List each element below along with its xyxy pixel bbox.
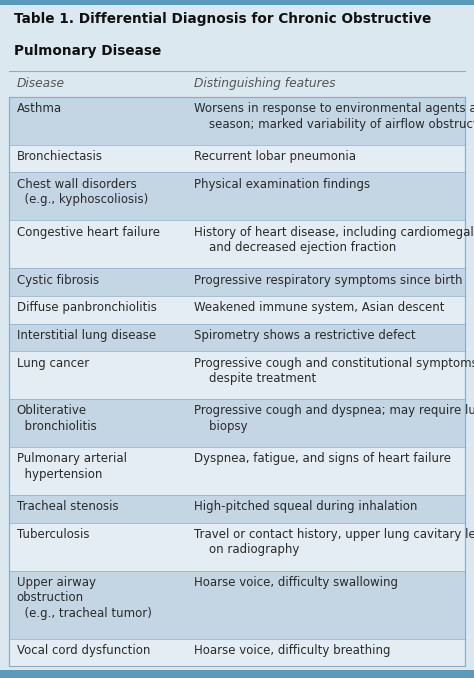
Text: Interstitial lung disease: Interstitial lung disease <box>17 329 156 342</box>
Text: Pulmonary Disease: Pulmonary Disease <box>14 44 162 58</box>
Text: Diffuse panbronchiolitis: Diffuse panbronchiolitis <box>17 302 156 315</box>
Text: Spirometry shows a restrictive defect: Spirometry shows a restrictive defect <box>194 329 416 342</box>
Text: Bronchiectasis: Bronchiectasis <box>17 151 102 163</box>
Bar <box>0 670 474 678</box>
Bar <box>9 523 465 570</box>
Text: Upper airway
obstruction
  (e.g., tracheal tumor): Upper airway obstruction (e.g., tracheal… <box>17 576 152 620</box>
Bar <box>9 495 465 523</box>
Bar <box>9 97 465 145</box>
Text: Disease: Disease <box>17 77 64 89</box>
Bar <box>9 172 465 220</box>
Bar <box>9 399 465 447</box>
Bar <box>0 0 474 5</box>
Text: Dyspnea, fatigue, and signs of heart failure: Dyspnea, fatigue, and signs of heart fai… <box>194 452 451 466</box>
Bar <box>9 323 465 351</box>
Text: Hoarse voice, difficulty swallowing: Hoarse voice, difficulty swallowing <box>194 576 398 589</box>
Bar <box>9 71 465 97</box>
Text: Cystic fibrosis: Cystic fibrosis <box>17 274 99 287</box>
Text: Worsens in response to environmental agents and
    season; marked variability o: Worsens in response to environmental age… <box>194 102 474 131</box>
Bar <box>9 220 465 268</box>
Text: Chest wall disorders
  (e.g., kyphoscoliosis): Chest wall disorders (e.g., kyphoscolios… <box>17 178 148 206</box>
Bar <box>9 570 465 639</box>
Text: Lung cancer: Lung cancer <box>17 357 89 370</box>
Text: Tuberculosis: Tuberculosis <box>17 528 89 541</box>
Text: Travel or contact history, upper lung cavitary lesion
    on radiography: Travel or contact history, upper lung ca… <box>194 528 474 557</box>
Text: Physical examination findings: Physical examination findings <box>194 178 371 191</box>
Bar <box>9 268 465 296</box>
Text: High-pitched squeal during inhalation: High-pitched squeal during inhalation <box>194 500 418 513</box>
Text: Distinguishing features: Distinguishing features <box>194 77 336 89</box>
Bar <box>9 145 465 172</box>
Text: Hoarse voice, difficulty breathing: Hoarse voice, difficulty breathing <box>194 644 391 658</box>
Bar <box>9 351 465 399</box>
Bar <box>9 97 465 666</box>
Text: Recurrent lobar pneumonia: Recurrent lobar pneumonia <box>194 151 356 163</box>
Text: History of heart disease, including cardiomegaly
    and decreased ejection frac: History of heart disease, including card… <box>194 226 474 254</box>
Bar <box>9 447 465 495</box>
Text: Progressive cough and constitutional symptoms
    despite treatment: Progressive cough and constitutional sym… <box>194 357 474 385</box>
Text: Progressive respiratory symptoms since birth: Progressive respiratory symptoms since b… <box>194 274 463 287</box>
Text: Vocal cord dysfunction: Vocal cord dysfunction <box>17 644 150 658</box>
Bar <box>9 639 465 666</box>
Text: Weakened immune system, Asian descent: Weakened immune system, Asian descent <box>194 302 445 315</box>
Text: Progressive cough and dyspnea; may require lung
    biopsy: Progressive cough and dyspnea; may requi… <box>194 405 474 433</box>
Text: Tracheal stenosis: Tracheal stenosis <box>17 500 118 513</box>
Text: Asthma: Asthma <box>17 102 62 115</box>
Bar <box>9 296 465 323</box>
Text: Congestive heart failure: Congestive heart failure <box>17 226 160 239</box>
Text: Table 1. Differential Diagnosis for Chronic Obstructive: Table 1. Differential Diagnosis for Chro… <box>14 12 431 26</box>
Bar <box>0 5 474 71</box>
Text: Pulmonary arterial
  hypertension: Pulmonary arterial hypertension <box>17 452 127 481</box>
Text: Obliterative
  bronchiolitis: Obliterative bronchiolitis <box>17 405 96 433</box>
